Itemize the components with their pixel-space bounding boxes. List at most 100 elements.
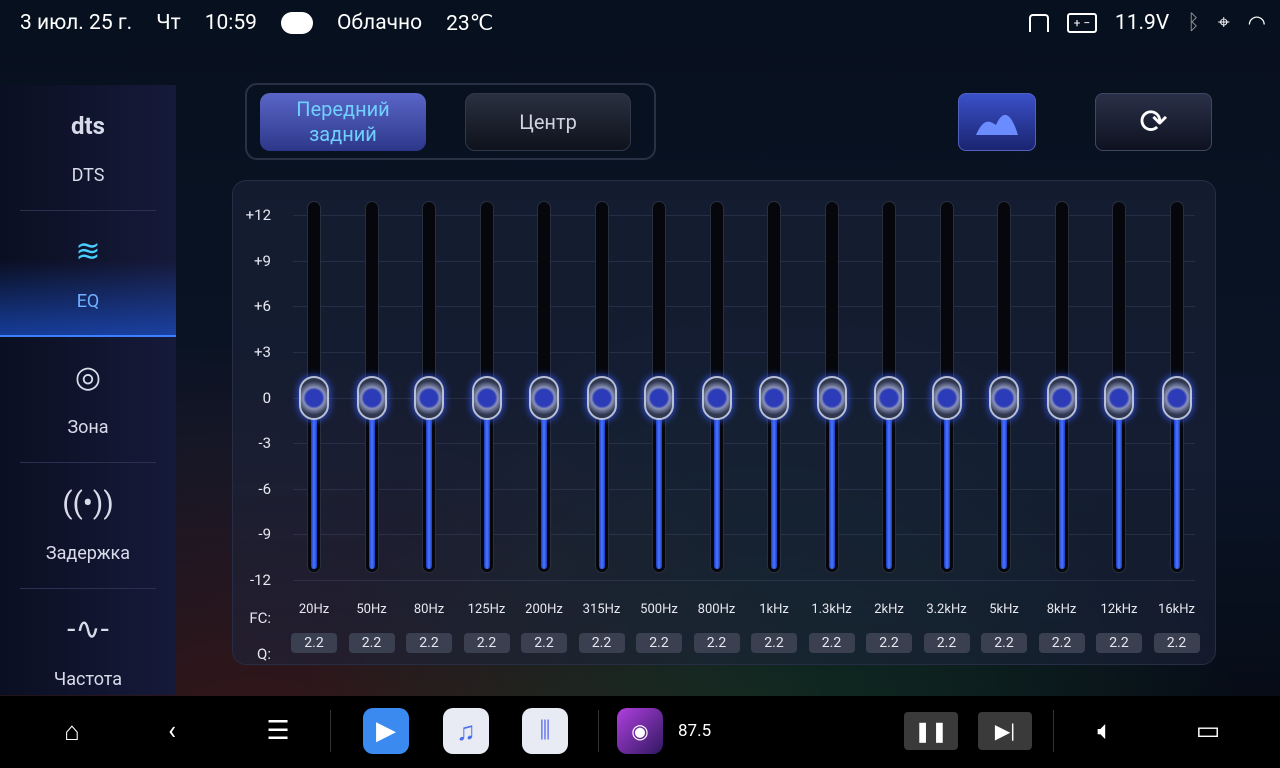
band-q-value[interactable]: 2.2: [521, 633, 567, 653]
reset-button[interactable]: ⟳: [1095, 93, 1212, 151]
slider-knob[interactable]: [989, 375, 1019, 420]
slider-fill: [886, 405, 892, 569]
band-q-value[interactable]: 2.2: [636, 633, 682, 653]
temperature: 23℃: [446, 11, 494, 36]
speaker-art-icon: ◉: [631, 719, 649, 743]
band-q-value[interactable]: 2.2: [291, 633, 337, 653]
slider-knob[interactable]: [529, 375, 559, 420]
screen-button[interactable]: ▭: [1188, 708, 1228, 754]
slider-knob[interactable]: [644, 375, 674, 420]
band-q-value[interactable]: 2.2: [808, 633, 855, 653]
channel-tabs: Передний задний Центр: [245, 83, 656, 160]
radio-cover[interactable]: ◉: [617, 708, 663, 754]
slider-knob[interactable]: [356, 375, 387, 420]
tab-center[interactable]: Центр: [465, 93, 631, 151]
band-q-value[interactable]: 2.2: [866, 633, 912, 653]
slider-knob[interactable]: [701, 375, 732, 420]
slider-fill: [483, 405, 490, 569]
app-video[interactable]: ▶: [363, 708, 409, 754]
band-q-value[interactable]: 2.2: [981, 633, 1027, 653]
date: 3 июл. 25 г.: [20, 11, 133, 35]
sidebar-item-label: Частота: [53, 669, 123, 690]
next-icon: ▶|: [994, 719, 1016, 743]
slider-knob[interactable]: [414, 375, 444, 420]
band-q-value[interactable]: 2.2: [751, 633, 797, 653]
radio-frequency: 87.5: [678, 721, 712, 741]
slider-fill: [828, 405, 835, 569]
band-q-value[interactable]: 2.2: [463, 633, 510, 653]
sidebar-item-dts[interactable]: dts DTS: [20, 85, 156, 211]
soundwave-icon: ⦀: [539, 715, 551, 746]
sidebar-item-zone[interactable]: ◎ Зона: [20, 337, 156, 463]
slider-knob[interactable]: [1046, 375, 1077, 420]
next-button[interactable]: ▶|: [978, 712, 1032, 750]
slider-knob[interactable]: [299, 375, 329, 420]
band-q-value[interactable]: 2.2: [1038, 633, 1085, 653]
band-frequency: 12kHz: [1100, 602, 1138, 617]
band-frequency: 5kHz: [989, 602, 1019, 617]
slider-fill: [1058, 405, 1065, 569]
sidebar-item-label: Задержка: [45, 543, 131, 564]
sidebar-item-label: EQ: [76, 290, 100, 312]
slider-fill: [1116, 405, 1122, 569]
band-frequency: 80Hz: [413, 602, 445, 617]
pause-button[interactable]: ❚❚: [904, 712, 958, 750]
band-frequency: 2kHz: [874, 602, 904, 617]
band-frequency: 50Hz: [356, 602, 387, 617]
y-tick: +12: [245, 206, 271, 224]
sidebar-item-eq[interactable]: ≋ EQ: [0, 211, 176, 337]
bottom-bar: ⌂ ‹ ☰ ▶ ♫ ⦀ ◉ 87.5 ❚❚ ▶| 🔈︎ ▭: [0, 696, 1280, 768]
fc-label: FC:: [249, 609, 271, 627]
divider: [1053, 710, 1054, 752]
band-q-value[interactable]: 2.2: [578, 633, 625, 653]
eq-curve-button[interactable]: [958, 93, 1036, 151]
sidebar-item-frequency[interactable]: -∿- Частота: [20, 589, 156, 715]
y-tick: +6: [254, 297, 271, 316]
weather-text: Облачно: [336, 11, 423, 35]
wifi-icon: ◠: [1247, 11, 1266, 36]
band-frequency: 16kHz: [1158, 602, 1195, 617]
battery-icon: + −: [1066, 13, 1097, 33]
band-frequency: 800Hz: [697, 602, 736, 617]
sidebar-item-delay[interactable]: ((•)) Задержка: [20, 463, 156, 589]
delay-icon: ((•)): [62, 486, 114, 521]
tab-front-rear[interactable]: Передний задний: [260, 93, 426, 151]
slider-fill: [598, 405, 605, 569]
band-frequency: 3.2kHz: [926, 602, 967, 617]
slider-fill: [1173, 405, 1180, 569]
volume-button[interactable]: 🔈︎: [1085, 708, 1125, 754]
home-button[interactable]: ⌂: [52, 708, 92, 754]
menu-button[interactable]: ☰: [258, 708, 298, 754]
slider-fill: [771, 405, 777, 569]
slider-knob[interactable]: [471, 375, 502, 420]
band-q-value[interactable]: 2.2: [348, 633, 395, 653]
bluetooth-icon: ᛒ: [1187, 11, 1200, 35]
slider-knob[interactable]: [816, 375, 847, 420]
band-q-value[interactable]: 2.2: [923, 633, 970, 653]
slider-fill: [713, 405, 720, 569]
slider-knob[interactable]: [759, 375, 789, 420]
y-tick: -12: [249, 571, 271, 589]
grid-line: [293, 215, 1195, 216]
band-q-value[interactable]: 2.2: [406, 633, 452, 653]
cloud-icon: [280, 12, 313, 34]
app-music[interactable]: ♫: [443, 708, 489, 754]
slider-knob[interactable]: [1104, 375, 1134, 420]
band-frequency: 500Hz: [640, 602, 678, 617]
back-button[interactable]: ‹: [152, 708, 192, 754]
slider-knob[interactable]: [931, 375, 962, 420]
slider-knob[interactable]: [874, 375, 904, 420]
app-audio[interactable]: ⦀: [522, 708, 568, 754]
band-q-value[interactable]: 2.2: [693, 633, 740, 653]
car-icon: [1028, 14, 1049, 32]
band-q-value[interactable]: 2.2: [1153, 633, 1200, 653]
slider-knob[interactable]: [1161, 375, 1192, 420]
grid-line: [293, 351, 1195, 353]
band-frequency: 1kHz: [759, 602, 789, 617]
band-q-value[interactable]: 2.2: [1096, 633, 1142, 653]
slider-knob[interactable]: [586, 375, 617, 420]
time: 10:59: [204, 11, 257, 35]
grid-line: [293, 534, 1195, 536]
band-frequency: 8kHz: [1046, 602, 1077, 617]
pause-icon: ❚❚: [914, 719, 948, 743]
